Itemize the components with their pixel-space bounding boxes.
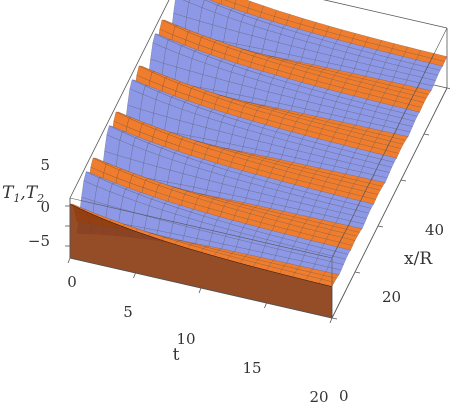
t-tick-label: 5 — [123, 303, 133, 321]
t-axis-tick — [67, 257, 71, 264]
box-edge — [331, 87, 448, 319]
t-axis-tick — [329, 317, 333, 324]
x-tick-label: 0 — [339, 387, 349, 405]
z-tick-label: 5 — [40, 156, 50, 174]
box-edge — [322, 0, 448, 29]
bounding-box-front — [65, 27, 450, 324]
box-edge — [331, 27, 448, 259]
x-tick-label: 20 — [382, 288, 401, 306]
z-tick-label: −5 — [28, 232, 50, 250]
t-tick-label: 0 — [67, 273, 77, 291]
t-axis-tick — [264, 302, 267, 309]
x-axis-tick — [423, 133, 430, 136]
z-axis-label: T1,T2 — [2, 183, 44, 205]
x-axis-tick — [331, 317, 338, 320]
surface-mesh — [69, 0, 448, 319]
x-axis-tick — [400, 179, 407, 182]
t-tick-label: 20 — [309, 388, 328, 406]
t-axis-tick — [198, 287, 202, 294]
x-axis-tick — [377, 225, 384, 228]
box-edge — [69, 0, 170, 199]
box-edge — [69, 197, 333, 259]
x-axis-label: x/R — [404, 249, 433, 269]
t-tick-label: 15 — [242, 359, 261, 377]
t-axis-tick — [133, 272, 136, 279]
t-axis-label: t — [173, 345, 180, 365]
x-tick-label: 40 — [425, 221, 444, 239]
t-tick-label: 10 — [176, 330, 195, 348]
z-tick-label: 0 — [40, 198, 50, 216]
x-axis-tick — [354, 271, 361, 274]
surface-side-face — [69, 203, 333, 319]
